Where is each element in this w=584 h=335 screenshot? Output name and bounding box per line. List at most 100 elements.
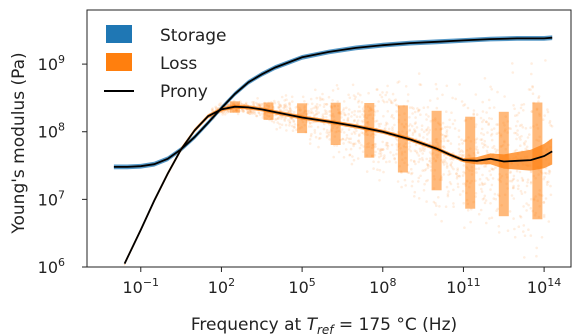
loss-point [277, 116, 280, 120]
loss-point [509, 127, 512, 130]
loss-point [479, 138, 483, 141]
loss-point [382, 157, 385, 160]
loss-point [516, 120, 519, 123]
loss-point [535, 254, 538, 258]
loss-point [292, 120, 296, 123]
loss-point [545, 172, 548, 175]
loss-point [277, 117, 280, 120]
prony-storage-line [113, 36, 553, 168]
loss-point [308, 122, 312, 125]
loss-point [543, 175, 546, 179]
loss-point [378, 152, 381, 155]
loss-point [450, 161, 454, 164]
loss-point [510, 194, 514, 197]
loss-point [221, 113, 224, 116]
loss-point [390, 115, 393, 118]
loss-point [406, 93, 410, 96]
loss-point [410, 184, 414, 188]
loss-point [434, 202, 437, 205]
loss-point [511, 71, 515, 74]
loss-point [309, 111, 313, 115]
loss-point [525, 145, 529, 149]
loss-point [286, 110, 290, 113]
loss-point [211, 107, 214, 110]
loss-point [472, 112, 476, 115]
loss-point [518, 136, 521, 139]
loss-point [257, 111, 261, 114]
loss-point [428, 99, 432, 102]
loss-point [293, 126, 296, 129]
loss-point [408, 129, 411, 132]
loss-point [412, 107, 415, 110]
loss-point [440, 219, 443, 223]
loss-point [413, 190, 417, 194]
loss-point [530, 170, 533, 173]
loss-point [441, 160, 445, 164]
loss-point [223, 113, 227, 116]
loss-point [483, 139, 487, 143]
loss-point [389, 101, 393, 104]
loss-point [361, 107, 365, 110]
loss-point [445, 110, 448, 113]
loss-point [474, 147, 478, 151]
loss-point [257, 111, 261, 115]
loss-point [281, 115, 285, 118]
loss-point [211, 109, 214, 112]
loss-point [393, 157, 396, 160]
loss-point [288, 110, 292, 114]
loss-point [283, 106, 287, 109]
loss-point [375, 88, 379, 91]
loss-point [335, 84, 339, 87]
loss-point [516, 179, 519, 182]
loss-point [542, 177, 546, 181]
loss-point [291, 124, 294, 128]
loss-point [423, 147, 427, 150]
loss-point [542, 215, 546, 219]
loss-point [518, 124, 522, 127]
loss-point [435, 204, 438, 207]
loss-point [420, 156, 424, 160]
loss-point [347, 93, 350, 97]
loss-point [511, 178, 515, 182]
loss-point [347, 112, 351, 116]
loss-point [310, 132, 313, 136]
loss-point [489, 188, 492, 191]
loss-point [258, 104, 262, 108]
loss-point [426, 178, 430, 182]
loss-point [485, 149, 489, 153]
loss-point [309, 134, 313, 138]
loss-point [358, 133, 361, 136]
loss-point [381, 91, 384, 94]
loss-point [411, 180, 414, 183]
loss-point [416, 107, 419, 110]
loss-point [491, 146, 494, 149]
loss-point [480, 190, 484, 193]
loss-point [411, 131, 415, 135]
loss-point [544, 197, 548, 200]
loss-point [458, 153, 461, 157]
loss-point [517, 111, 521, 115]
loss-point [283, 119, 287, 122]
loss-point [520, 176, 524, 180]
loss-point [342, 118, 346, 122]
loss-point [353, 113, 356, 117]
loss-point [410, 124, 414, 128]
loss-point [260, 105, 263, 108]
loss-point [310, 102, 314, 106]
loss-point [503, 95, 506, 98]
loss-point [357, 119, 360, 122]
loss-point [522, 103, 526, 106]
loss-point [379, 152, 383, 155]
loss-point [311, 121, 314, 124]
loss-point [277, 102, 281, 106]
loss-point [529, 234, 533, 237]
loss-point [481, 120, 484, 124]
loss-point [353, 132, 357, 135]
loss-point [393, 157, 397, 161]
loss-point [413, 149, 417, 152]
loss-point [354, 95, 357, 99]
loss-point [481, 198, 485, 201]
loss-point [443, 135, 447, 138]
loss-point [462, 170, 465, 174]
loss-point [349, 141, 352, 144]
